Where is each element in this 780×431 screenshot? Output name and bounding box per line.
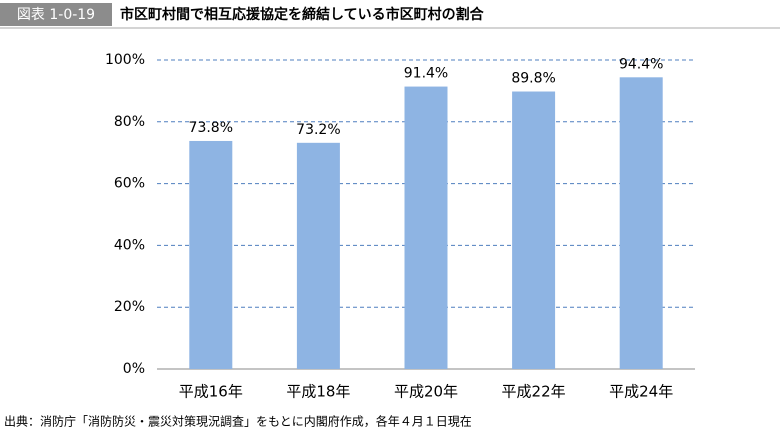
value-label: 73.8%: [189, 120, 233, 136]
bar: [404, 86, 448, 369]
y-tick-label: 0%: [123, 361, 145, 377]
x-tick-label: 平成16年: [179, 383, 243, 401]
bar: [296, 142, 340, 369]
bar: [619, 77, 663, 369]
y-tick-label: 40%: [114, 237, 145, 253]
chart-title: 市区町村間で相互応援協定を締結している市区町村の割合: [120, 6, 485, 23]
x-tick-label: 平成20年: [394, 383, 458, 401]
value-label: 91.4%: [404, 66, 448, 82]
header-label: 図表 1-0-19: [17, 7, 95, 23]
x-tick-label: 平成24年: [609, 383, 673, 401]
source-note: 出典：消防庁「消防防災・震災対策現況調査」をもとに内閣府作成，各年４月１日現在: [4, 414, 472, 429]
x-tick-label: 平成22年: [502, 383, 566, 401]
x-tick-label: 平成18年: [286, 383, 350, 401]
y-tick-label: 60%: [114, 176, 145, 192]
y-tick-label: 20%: [114, 299, 145, 315]
header-label-box: [0, 3, 112, 26]
y-tick-label: 100%: [105, 52, 145, 68]
bar: [512, 91, 556, 369]
value-label: 89.8%: [511, 71, 555, 87]
y-tick-label: 80%: [114, 114, 145, 130]
value-label: 73.2%: [296, 122, 340, 138]
bar: [189, 140, 233, 369]
value-label: 94.4%: [619, 56, 663, 72]
